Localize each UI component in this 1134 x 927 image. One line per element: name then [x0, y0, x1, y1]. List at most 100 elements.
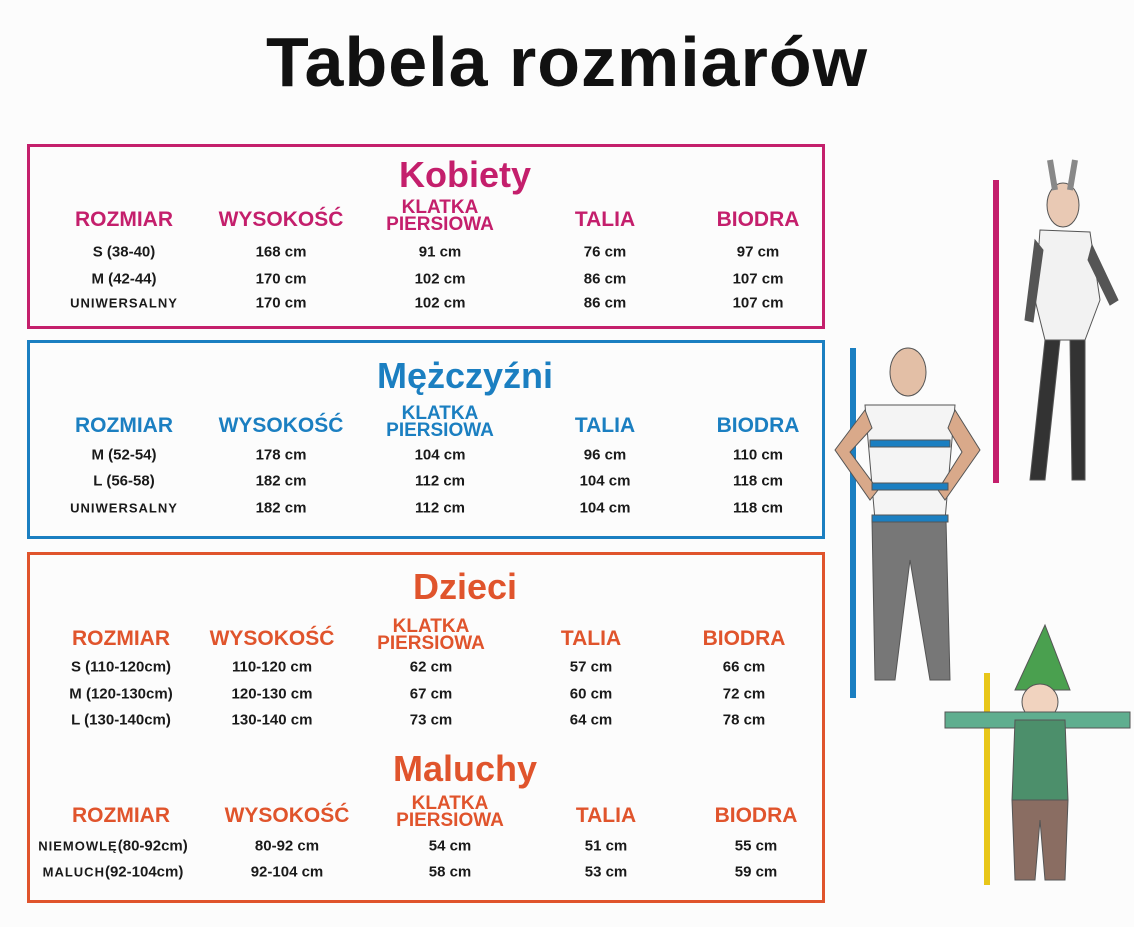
waist-cell: 104 cm: [579, 472, 631, 490]
man-figure: [834, 347, 981, 681]
size-cell: L (130-140cm): [71, 711, 171, 729]
height-cell: 80-92 cm: [254, 837, 320, 855]
size-label: NIEMOWLĘ: [38, 838, 118, 854]
size-cell: M (120-130cm): [69, 685, 173, 703]
height-cell: 170 cm: [255, 294, 307, 312]
waist-cell: 64 cm: [569, 711, 613, 729]
section-title: Dzieci: [412, 566, 518, 607]
men-measure-pole: [850, 348, 856, 698]
waist-cell: 76 cm: [583, 243, 627, 261]
size-cell: M (52-54): [91, 446, 157, 464]
waist-cell: 53 cm: [584, 863, 628, 881]
header-chest-line: PIERSIOWA: [386, 214, 494, 235]
hips-cell: 97 cm: [736, 243, 780, 261]
header-height: WYSOKOŚĆ: [209, 627, 335, 650]
header-chest-line: PIERSIOWA: [377, 633, 485, 654]
section-title: Kobiety: [398, 154, 532, 195]
header-chest-line: PIERSIOWA: [396, 810, 504, 831]
header-chest: KLATKA PIERSIOWA: [386, 197, 494, 235]
header-waist: TALIA: [560, 627, 622, 650]
header-hips: BIODRA: [714, 804, 798, 827]
hips-cell: 55 cm: [734, 837, 778, 855]
waist-cell: 51 cm: [584, 837, 628, 855]
chest-cell: 54 cm: [428, 837, 472, 855]
section-title: Maluchy: [392, 748, 538, 789]
size-cell: MALUCH(92-104cm): [43, 864, 184, 881]
box-dzieci: [27, 552, 825, 903]
waist-cell: 96 cm: [583, 446, 627, 464]
waist-cell: 86 cm: [583, 294, 627, 312]
hips-cell: 118 cm: [732, 472, 784, 490]
header-size: ROZMIAR: [75, 414, 173, 437]
header-size: ROZMIAR: [75, 208, 173, 231]
waist-cell: 57 cm: [569, 658, 613, 676]
header-chest: KLATKA PIERSIOWA: [396, 793, 504, 831]
chest-cell: 112 cm: [414, 472, 466, 490]
chest-cell: 67 cm: [409, 685, 453, 703]
header-chest: KLATKA PIERSIOWA: [386, 403, 494, 441]
height-cell: 178 cm: [255, 446, 307, 464]
page-title: Tabela rozmiarów: [265, 23, 869, 101]
header-height: WYSOKOŚĆ: [218, 208, 344, 231]
chest-cell: 73 cm: [409, 711, 453, 729]
chest-cell: 112 cm: [414, 499, 466, 517]
size-range: (80-92cm): [117, 837, 188, 855]
header-hips: BIODRA: [716, 414, 800, 437]
header-waist: TALIA: [574, 414, 636, 437]
chest-cell: 58 cm: [428, 863, 472, 881]
header-hips: BIODRA: [716, 208, 800, 231]
height-cell: 168 cm: [255, 243, 307, 261]
chest-cell: 102 cm: [414, 294, 466, 312]
women-measure-pole: [993, 180, 999, 483]
height-cell: 110-120 cm: [231, 658, 313, 676]
section-title: Mężczyźni: [376, 355, 554, 396]
height-cell: 130-140 cm: [231, 711, 313, 729]
size-range: (92-104cm): [104, 863, 184, 881]
height-cell: 182 cm: [255, 499, 307, 517]
waist-cell: 60 cm: [569, 685, 613, 703]
size-cell: UNIWERSALNY: [70, 295, 178, 311]
header-height: WYSOKOŚĆ: [224, 804, 350, 827]
header-size: ROZMIAR: [72, 627, 170, 650]
header-chest-line: KLATKA: [411, 793, 489, 814]
hips-cell: 107 cm: [732, 294, 784, 312]
header-waist: TALIA: [575, 804, 637, 827]
hips-cell: 78 cm: [722, 711, 766, 729]
header-chest-line: KLATKA: [401, 197, 479, 218]
box-mezczyzni: [27, 340, 825, 539]
size-cell: NIEMOWLĘ(80-92cm): [38, 838, 188, 855]
size-cell: L (56-58): [93, 472, 155, 490]
size-label: MALUCH: [42, 864, 105, 880]
header-chest-line: KLATKA: [401, 403, 479, 424]
size-cell: S (38-40): [92, 243, 156, 261]
height-cell: 92-104 cm: [250, 863, 324, 881]
header-chest-line: PIERSIOWA: [386, 420, 494, 441]
waist-cell: 86 cm: [583, 270, 627, 288]
header-size: ROZMIAR: [72, 804, 170, 827]
size-cell: UNIWERSALNY: [70, 500, 178, 516]
hips-cell: 107 cm: [732, 270, 784, 288]
waist-cell: 104 cm: [579, 499, 631, 517]
box-kobiety: [27, 144, 825, 329]
hips-cell: 72 cm: [722, 685, 766, 703]
hips-cell: 118 cm: [732, 499, 784, 517]
header-chest-line: KLATKA: [392, 616, 470, 637]
chest-cell: 102 cm: [414, 270, 466, 288]
header-waist: TALIA: [574, 208, 636, 231]
woman-figure: [1024, 182, 1119, 481]
kids-measure-pole: [984, 673, 990, 885]
child-figure: [944, 623, 1131, 881]
chest-cell: 91 cm: [418, 243, 462, 261]
hips-cell: 59 cm: [734, 863, 778, 881]
size-cell: M (42-44): [91, 270, 157, 288]
header-chest: KLATKA PIERSIOWA: [377, 616, 485, 654]
size-cell: S (110-120cm): [70, 658, 172, 676]
height-cell: 120-130 cm: [231, 685, 313, 703]
hips-cell: 110 cm: [732, 446, 784, 464]
header-hips: BIODRA: [702, 627, 786, 650]
chest-cell: 104 cm: [414, 446, 466, 464]
hips-cell: 66 cm: [722, 658, 766, 676]
chest-cell: 62 cm: [409, 658, 453, 676]
height-cell: 170 cm: [255, 270, 307, 288]
